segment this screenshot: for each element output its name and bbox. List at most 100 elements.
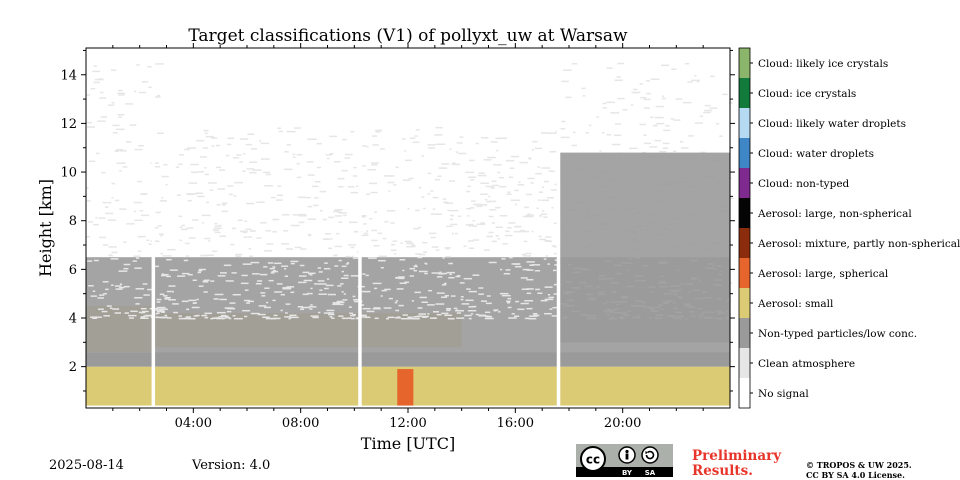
legend-swatch <box>739 138 750 168</box>
clean-atmosphere-cell <box>333 161 341 163</box>
clean-atmosphere-cell <box>155 316 159 318</box>
clean-atmosphere-cell <box>432 196 439 199</box>
clean-atmosphere-cell <box>428 232 437 235</box>
clean-atmosphere-cell <box>323 267 331 270</box>
legend-label: Aerosol: large, spherical <box>757 268 889 280</box>
clean-atmosphere-cell <box>273 317 281 320</box>
clean-atmosphere-cell <box>528 317 537 320</box>
clean-atmosphere-cell <box>469 159 475 162</box>
clean-atmosphere-cell <box>173 311 179 314</box>
clean-atmosphere-cell <box>399 259 406 261</box>
clean-atmosphere-cell <box>296 153 303 156</box>
clean-atmosphere-cell <box>484 311 491 314</box>
clean-atmosphere-cell <box>543 180 549 183</box>
clean-atmosphere-cell <box>366 145 369 148</box>
clean-atmosphere-cell <box>88 160 96 163</box>
clean-atmosphere-cell <box>312 316 319 319</box>
clean-atmosphere-cell <box>211 317 218 320</box>
clean-atmosphere-cell <box>534 269 541 272</box>
clean-atmosphere-cell <box>263 171 270 174</box>
clean-atmosphere-cell <box>108 254 113 257</box>
clean-atmosphere-cell <box>519 229 525 232</box>
clean-atmosphere-cell <box>527 177 535 180</box>
clean-atmosphere-cell <box>417 256 423 259</box>
clean-atmosphere-cell <box>190 171 198 174</box>
clean-atmosphere-cell <box>571 144 577 147</box>
clean-atmosphere-cell <box>342 138 347 141</box>
clean-atmosphere-cell <box>277 194 283 197</box>
clean-atmosphere-cell <box>413 265 418 268</box>
clean-atmosphere-cell <box>309 274 313 276</box>
clean-atmosphere-cell <box>310 272 316 275</box>
clean-atmosphere-cell <box>515 300 520 303</box>
clean-atmosphere-cell <box>553 293 560 295</box>
clean-atmosphere-cell <box>404 150 407 152</box>
clean-atmosphere-cell <box>140 307 147 310</box>
clean-atmosphere-cell <box>203 129 209 132</box>
clean-atmosphere-cell <box>244 220 247 223</box>
axes: 04:00 08:00 12:00 16:00 20:00 2 4 6 8 10 12 14 <box>60 43 735 431</box>
clean-atmosphere-cell <box>694 122 703 124</box>
clean-atmosphere-cell <box>544 312 552 315</box>
clean-atmosphere-cell <box>439 271 442 274</box>
clean-atmosphere-cell <box>512 199 521 202</box>
clean-atmosphere-cell <box>338 315 344 317</box>
clean-atmosphere-cell <box>484 204 488 206</box>
clean-atmosphere-cell <box>119 283 123 285</box>
clean-atmosphere-cell <box>136 257 140 259</box>
clean-atmosphere-cell <box>646 92 651 95</box>
clean-atmosphere-cell <box>479 203 486 206</box>
clean-atmosphere-cell <box>296 162 300 165</box>
clean-atmosphere-cell <box>408 177 414 180</box>
clean-atmosphere-cell <box>498 311 501 313</box>
clean-atmosphere-cell <box>560 128 566 130</box>
clean-atmosphere-cell <box>380 148 385 150</box>
clean-atmosphere-cell <box>282 214 290 216</box>
clean-atmosphere-cell <box>662 142 670 145</box>
clean-atmosphere-cell <box>506 302 511 304</box>
clean-atmosphere-cell <box>470 313 474 315</box>
clean-atmosphere-cell <box>314 197 319 199</box>
clean-atmosphere-cell <box>88 285 94 287</box>
clean-atmosphere-cell <box>541 186 544 188</box>
clean-atmosphere-cell <box>282 287 292 289</box>
y-tick-label: 2 <box>69 360 77 375</box>
clean-atmosphere-cell <box>435 126 443 129</box>
clean-atmosphere-cell <box>363 223 367 225</box>
clean-atmosphere-cell <box>435 303 445 305</box>
clean-atmosphere-cell <box>547 263 550 265</box>
clean-atmosphere-cell <box>719 135 723 137</box>
clean-atmosphere-cell <box>441 296 448 298</box>
clean-atmosphere-cell <box>700 151 706 154</box>
clean-atmosphere-cell <box>178 215 183 218</box>
legend-label: Aerosol: large, non-spherical <box>757 208 912 220</box>
clean-atmosphere-cell <box>265 173 272 176</box>
clean-atmosphere-cell <box>128 317 135 319</box>
clean-atmosphere-cell <box>224 316 231 319</box>
clean-atmosphere-cell <box>495 137 500 140</box>
clean-atmosphere-cell <box>514 189 519 192</box>
clean-atmosphere-cell <box>234 317 243 320</box>
clean-atmosphere-cell <box>520 302 529 305</box>
clean-atmosphere-cell <box>573 131 576 134</box>
clean-atmosphere-cell <box>350 275 359 277</box>
clean-atmosphere-cell <box>281 243 290 245</box>
footer-version: Version: 4.0 <box>192 458 271 473</box>
legend-swatch <box>739 258 750 288</box>
clean-atmosphere-cell <box>526 278 534 281</box>
clean-atmosphere-cell <box>722 93 728 96</box>
clean-atmosphere-cell <box>617 97 625 100</box>
clean-atmosphere-cell <box>694 74 697 77</box>
clean-atmosphere-cell <box>239 138 249 140</box>
clean-atmosphere-cell <box>250 261 260 264</box>
clean-atmosphere-cell <box>97 297 104 299</box>
clean-atmosphere-cell <box>165 183 168 186</box>
legend-swatch <box>739 198 750 228</box>
clean-atmosphere-cell <box>234 181 244 184</box>
clean-atmosphere-cell <box>327 293 336 296</box>
clean-atmosphere-cell <box>688 135 694 137</box>
clean-atmosphere-cell <box>228 193 233 196</box>
copyright-line-1: © TROPOS & UW 2025. <box>806 460 912 470</box>
clean-atmosphere-cell <box>313 138 317 140</box>
clean-atmosphere-cell <box>472 239 480 241</box>
